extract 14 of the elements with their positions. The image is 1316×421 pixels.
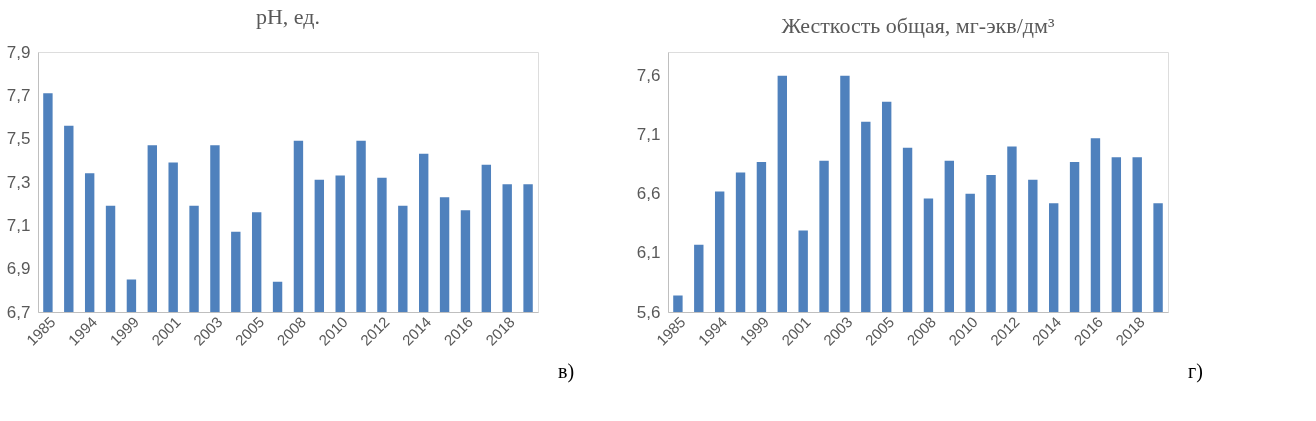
y-tick-label: 7,1 xyxy=(636,125,661,145)
y-tick-label: 7,5 xyxy=(6,129,31,149)
y-tick-label: 7,6 xyxy=(636,66,661,86)
y-tick-label: 7,9 xyxy=(6,42,31,62)
y-tick-label: 7,7 xyxy=(6,85,31,105)
text: в) xyxy=(558,360,575,383)
y-tick-label: 6,6 xyxy=(636,184,661,204)
chart-title: Жесткость общая, мг-экв/дм³ xyxy=(781,13,1055,38)
y-tick-label: 6,9 xyxy=(6,259,31,279)
text: г) xyxy=(1188,360,1203,383)
y-tick-label: 6,1 xyxy=(636,243,661,263)
chart-title: pH, ед. xyxy=(255,4,321,29)
y-tick-label: 7,1 xyxy=(6,215,31,235)
y-tick-label: 7,3 xyxy=(6,172,31,192)
